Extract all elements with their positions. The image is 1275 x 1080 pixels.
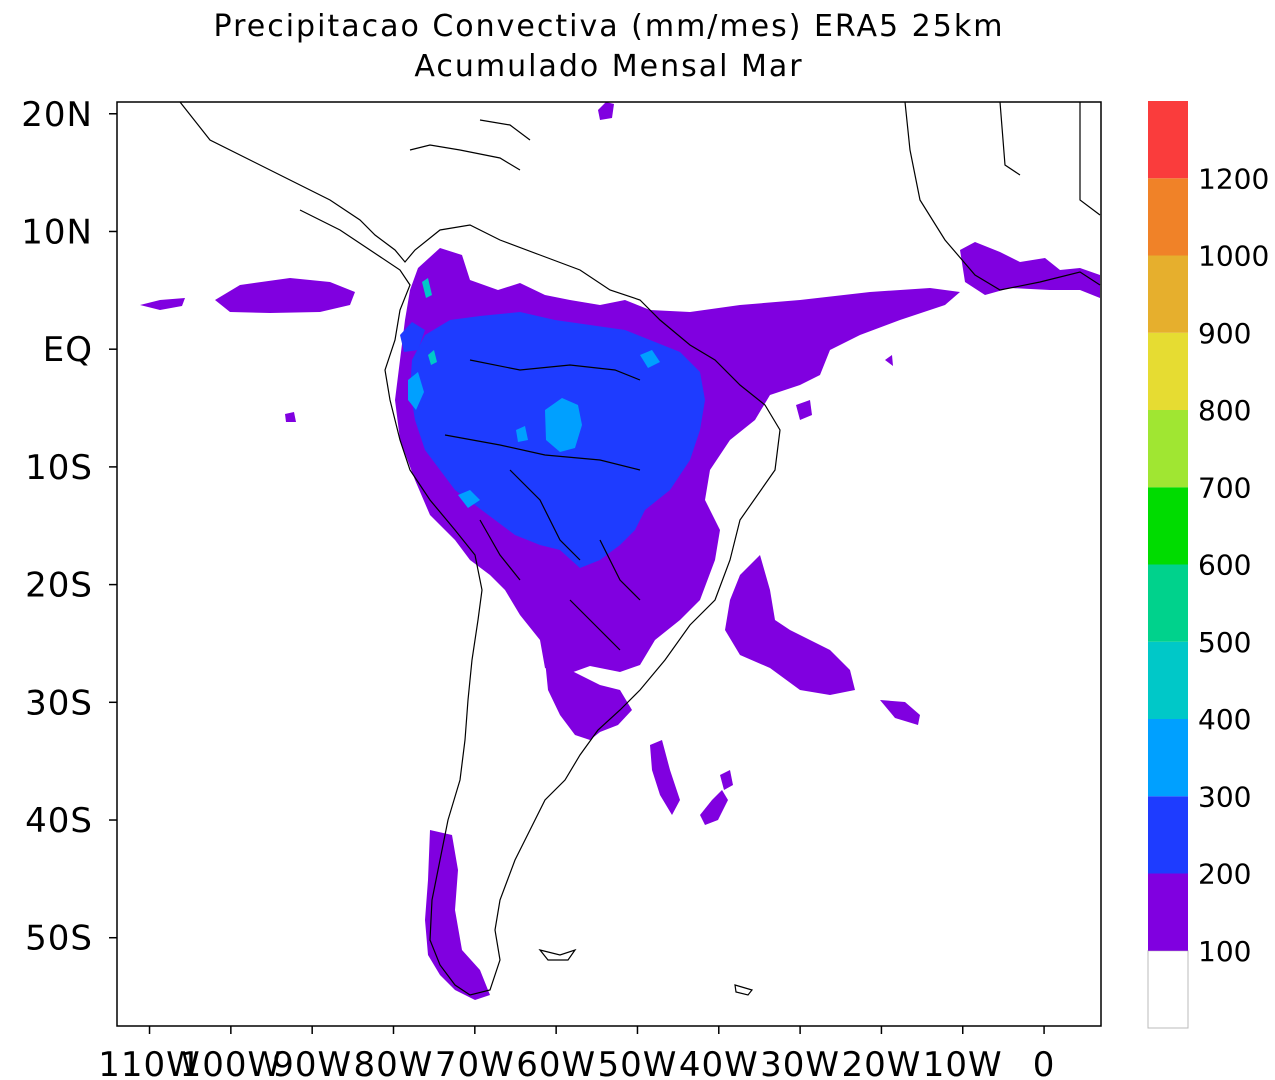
colorbar-swatch [1147,950,1189,1029]
colorbar-swatch [1148,796,1188,874]
colorbar-label: 500 [1198,626,1251,659]
precip-400-500 [422,278,437,365]
map-frame [116,101,1102,1027]
title-line-2: Acumulado Mensal Mar [414,49,804,84]
colorbar-swatch [1148,719,1188,797]
coastlines [179,102,1101,996]
lat-tick-label: 40S [25,801,93,841]
colorbar: 100 200 300 400 500 600 700 800 900 1000 1200 [1147,101,1269,1029]
colorbar-label: 600 [1198,549,1251,582]
lat-tick-label: 10S [25,448,93,488]
colorbar-label: 200 [1198,858,1251,891]
lon-tick-label: 60W [516,1045,596,1080]
lat-tick-label: 10N [21,212,93,252]
latitude-axis: 20N 10N EQ 10S 20S 30S 40S 50S [21,95,117,959]
colorbar-swatch [1148,641,1188,719]
precip-100-200 [140,102,1100,1000]
lon-tick-label: 70W [435,1045,515,1080]
colorbar-swatch [1148,410,1188,488]
map-area [140,102,1101,1000]
lon-tick-label: 100W [180,1045,283,1080]
colorbar-swatch [1148,332,1188,410]
colorbar-swatch [1148,873,1188,951]
colorbar-label: 700 [1198,471,1251,504]
colorbar-label: 800 [1198,394,1251,427]
lat-tick-label: 50S [25,919,93,959]
lon-tick-label: 30W [760,1045,840,1080]
lat-tick-label: 20S [25,566,93,606]
lon-tick-label: 110W [98,1045,201,1080]
colorbar-swatch [1148,101,1188,179]
colorbar-label: 400 [1198,703,1251,736]
lon-tick-label: 50W [598,1045,678,1080]
lon-tick-label: 20W [841,1045,921,1080]
colorbar-label: 100 [1198,935,1251,968]
lon-tick-label: 0 [1033,1045,1056,1080]
lon-tick-label: 10W [923,1045,1003,1080]
lon-tick-label: 80W [354,1045,434,1080]
colorbar-label: 1000 [1198,240,1269,273]
colorbar-label: 1200 [1198,162,1269,195]
lon-tick-label: 40W [679,1045,759,1080]
colorbar-label: 900 [1198,317,1251,350]
title-line-1: Precipitacao Convectiva (mm/mes) ERA5 25… [213,9,1005,44]
lat-tick-label: 20N [21,95,93,135]
colorbar-label: 300 [1198,780,1251,813]
lat-tick-label: EQ [43,330,93,370]
colorbar-swatch [1148,564,1188,642]
colorbar-swatch [1148,178,1188,256]
precip-300-400 [408,350,660,508]
lat-tick-label: 30S [25,683,93,723]
lon-tick-label: 90W [272,1045,352,1080]
colorbar-swatch [1148,487,1188,565]
colorbar-swatch [1148,255,1188,333]
